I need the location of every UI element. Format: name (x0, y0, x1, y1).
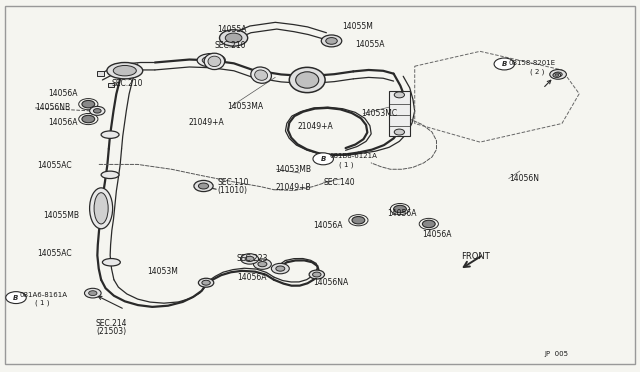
Circle shape (309, 270, 324, 279)
Circle shape (241, 254, 259, 264)
Text: 081A6-8161A: 081A6-8161A (19, 292, 67, 298)
Text: SEC.210: SEC.210 (214, 41, 246, 50)
Text: 14055M: 14055M (342, 22, 373, 31)
Text: 14056A: 14056A (387, 209, 417, 218)
Circle shape (82, 100, 95, 108)
Circle shape (312, 272, 321, 277)
Circle shape (6, 292, 26, 304)
Circle shape (494, 58, 515, 70)
Text: B: B (13, 295, 19, 301)
Text: SEC.140: SEC.140 (323, 178, 355, 187)
Ellipse shape (204, 53, 225, 70)
Ellipse shape (90, 188, 113, 229)
Text: 14056A: 14056A (48, 89, 77, 97)
Circle shape (554, 72, 563, 77)
Circle shape (394, 205, 406, 213)
Text: 14056NB: 14056NB (35, 103, 70, 112)
Circle shape (422, 220, 435, 228)
Ellipse shape (289, 67, 325, 93)
Text: 21049+B: 21049+B (275, 183, 311, 192)
Circle shape (245, 256, 254, 262)
Circle shape (84, 288, 101, 298)
Ellipse shape (94, 193, 108, 224)
Text: 14055A: 14055A (355, 40, 385, 49)
Ellipse shape (251, 67, 271, 83)
Text: 14056N: 14056N (509, 174, 539, 183)
Ellipse shape (197, 54, 225, 67)
Text: SEC.210: SEC.210 (112, 79, 143, 88)
Ellipse shape (208, 56, 221, 67)
Text: 21049+A: 21049+A (189, 118, 225, 127)
Polygon shape (108, 83, 114, 87)
Circle shape (555, 74, 559, 76)
Text: 081B8-6121A: 081B8-6121A (330, 153, 378, 159)
Circle shape (550, 70, 566, 79)
Text: 14056A: 14056A (237, 273, 266, 282)
Ellipse shape (101, 171, 119, 179)
Circle shape (88, 291, 97, 296)
Text: 14053MC: 14053MC (362, 109, 397, 118)
Text: 14053MA: 14053MA (227, 102, 263, 110)
Ellipse shape (296, 72, 319, 88)
Text: 14055A: 14055A (218, 25, 247, 34)
Circle shape (394, 92, 404, 98)
Ellipse shape (321, 35, 342, 47)
Circle shape (271, 263, 289, 274)
Circle shape (553, 73, 561, 77)
Text: (21503): (21503) (96, 327, 126, 336)
Circle shape (313, 153, 333, 165)
Ellipse shape (326, 38, 337, 44)
Text: ( 2 ): ( 2 ) (530, 68, 544, 75)
Text: 14053MB: 14053MB (275, 165, 311, 174)
Text: 08158-8201E: 08158-8201E (509, 60, 556, 66)
Text: SEC.110: SEC.110 (218, 178, 249, 187)
Text: 14056A: 14056A (48, 118, 77, 126)
Circle shape (253, 259, 271, 269)
Ellipse shape (101, 131, 119, 138)
Text: ( 1 ): ( 1 ) (35, 299, 50, 306)
Ellipse shape (298, 73, 316, 87)
Circle shape (93, 109, 101, 113)
Circle shape (394, 129, 404, 135)
Ellipse shape (202, 56, 220, 64)
Text: 14056A: 14056A (314, 221, 343, 230)
Text: SEC.223: SEC.223 (237, 254, 268, 263)
Ellipse shape (225, 33, 242, 43)
Text: 14055AC: 14055AC (37, 249, 72, 258)
Text: ( 1 ): ( 1 ) (339, 161, 354, 168)
Polygon shape (97, 71, 104, 76)
Ellipse shape (113, 65, 136, 76)
Text: FRONT: FRONT (461, 252, 490, 261)
Text: 21049+A: 21049+A (298, 122, 333, 131)
Circle shape (198, 183, 209, 189)
Text: 14055MB: 14055MB (44, 211, 79, 220)
Circle shape (82, 115, 95, 123)
Text: SEC.214: SEC.214 (96, 319, 127, 328)
Text: 14053M: 14053M (147, 267, 178, 276)
Circle shape (352, 217, 365, 224)
Circle shape (198, 278, 214, 287)
Text: 14056A: 14056A (422, 230, 452, 239)
Text: JP  005: JP 005 (544, 351, 568, 357)
Circle shape (258, 262, 267, 267)
Text: 14055AC: 14055AC (37, 161, 72, 170)
Text: B: B (502, 61, 507, 67)
Ellipse shape (102, 259, 120, 266)
Circle shape (276, 266, 285, 271)
Bar (389, 91, 410, 136)
Ellipse shape (255, 70, 268, 80)
Text: (11010): (11010) (218, 186, 248, 195)
Ellipse shape (293, 70, 321, 90)
Ellipse shape (107, 62, 143, 79)
Circle shape (90, 106, 105, 115)
Ellipse shape (220, 30, 248, 46)
Text: 14056NA: 14056NA (314, 278, 349, 287)
Circle shape (194, 180, 213, 192)
Circle shape (202, 280, 211, 285)
Text: B: B (321, 156, 326, 162)
